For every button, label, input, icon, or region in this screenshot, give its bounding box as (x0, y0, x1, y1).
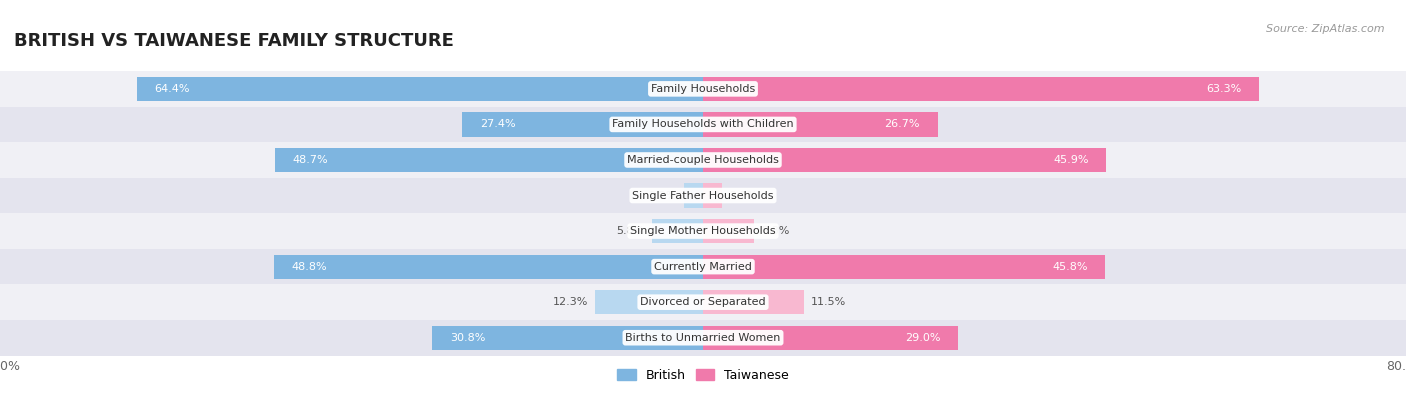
Bar (703, 290, 804, 314)
Text: 2.2%: 2.2% (648, 190, 676, 201)
Text: Married-couple Households: Married-couple Households (627, 155, 779, 165)
Text: 5.8%: 5.8% (761, 226, 789, 236)
Bar (274, 254, 703, 279)
Text: BRITISH VS TAIWANESE FAMILY STRUCTURE: BRITISH VS TAIWANESE FAMILY STRUCTURE (14, 32, 454, 50)
Text: 45.9%: 45.9% (1053, 155, 1088, 165)
Text: 27.4%: 27.4% (479, 119, 516, 130)
Text: 48.7%: 48.7% (292, 155, 328, 165)
Legend: British, Taiwanese: British, Taiwanese (612, 364, 794, 387)
Text: Family Households: Family Households (651, 84, 755, 94)
Bar (703, 183, 723, 208)
Text: 5.8%: 5.8% (617, 226, 645, 236)
Bar (703, 254, 1105, 279)
Text: 45.8%: 45.8% (1053, 261, 1088, 272)
Text: 29.0%: 29.0% (905, 333, 941, 343)
Bar (0, 107, 1406, 142)
Bar (463, 112, 703, 137)
Bar (703, 148, 1107, 172)
Bar (0, 249, 1406, 284)
Text: 64.4%: 64.4% (155, 84, 190, 94)
Bar (652, 219, 703, 243)
Text: 12.3%: 12.3% (553, 297, 588, 307)
Bar (0, 213, 1406, 249)
Bar (703, 112, 938, 137)
Bar (0, 142, 1406, 178)
Bar (0, 178, 1406, 213)
Bar (703, 77, 1260, 101)
Bar (136, 77, 703, 101)
Text: 2.2%: 2.2% (730, 190, 758, 201)
Bar (276, 148, 703, 172)
Text: Source: ZipAtlas.com: Source: ZipAtlas.com (1267, 24, 1385, 34)
Text: 63.3%: 63.3% (1206, 84, 1241, 94)
Text: Currently Married: Currently Married (654, 261, 752, 272)
Text: Single Father Households: Single Father Households (633, 190, 773, 201)
Text: 48.8%: 48.8% (292, 261, 328, 272)
Text: 26.7%: 26.7% (884, 119, 920, 130)
Bar (595, 290, 703, 314)
Text: Family Households with Children: Family Households with Children (612, 119, 794, 130)
Bar (0, 284, 1406, 320)
Text: 30.8%: 30.8% (450, 333, 485, 343)
Bar (433, 325, 703, 350)
Bar (0, 71, 1406, 107)
Bar (703, 325, 957, 350)
Text: Single Mother Households: Single Mother Households (630, 226, 776, 236)
Bar (683, 183, 703, 208)
Text: 11.5%: 11.5% (811, 297, 846, 307)
Text: Births to Unmarried Women: Births to Unmarried Women (626, 333, 780, 343)
Text: Divorced or Separated: Divorced or Separated (640, 297, 766, 307)
Bar (703, 219, 754, 243)
Bar (0, 320, 1406, 356)
